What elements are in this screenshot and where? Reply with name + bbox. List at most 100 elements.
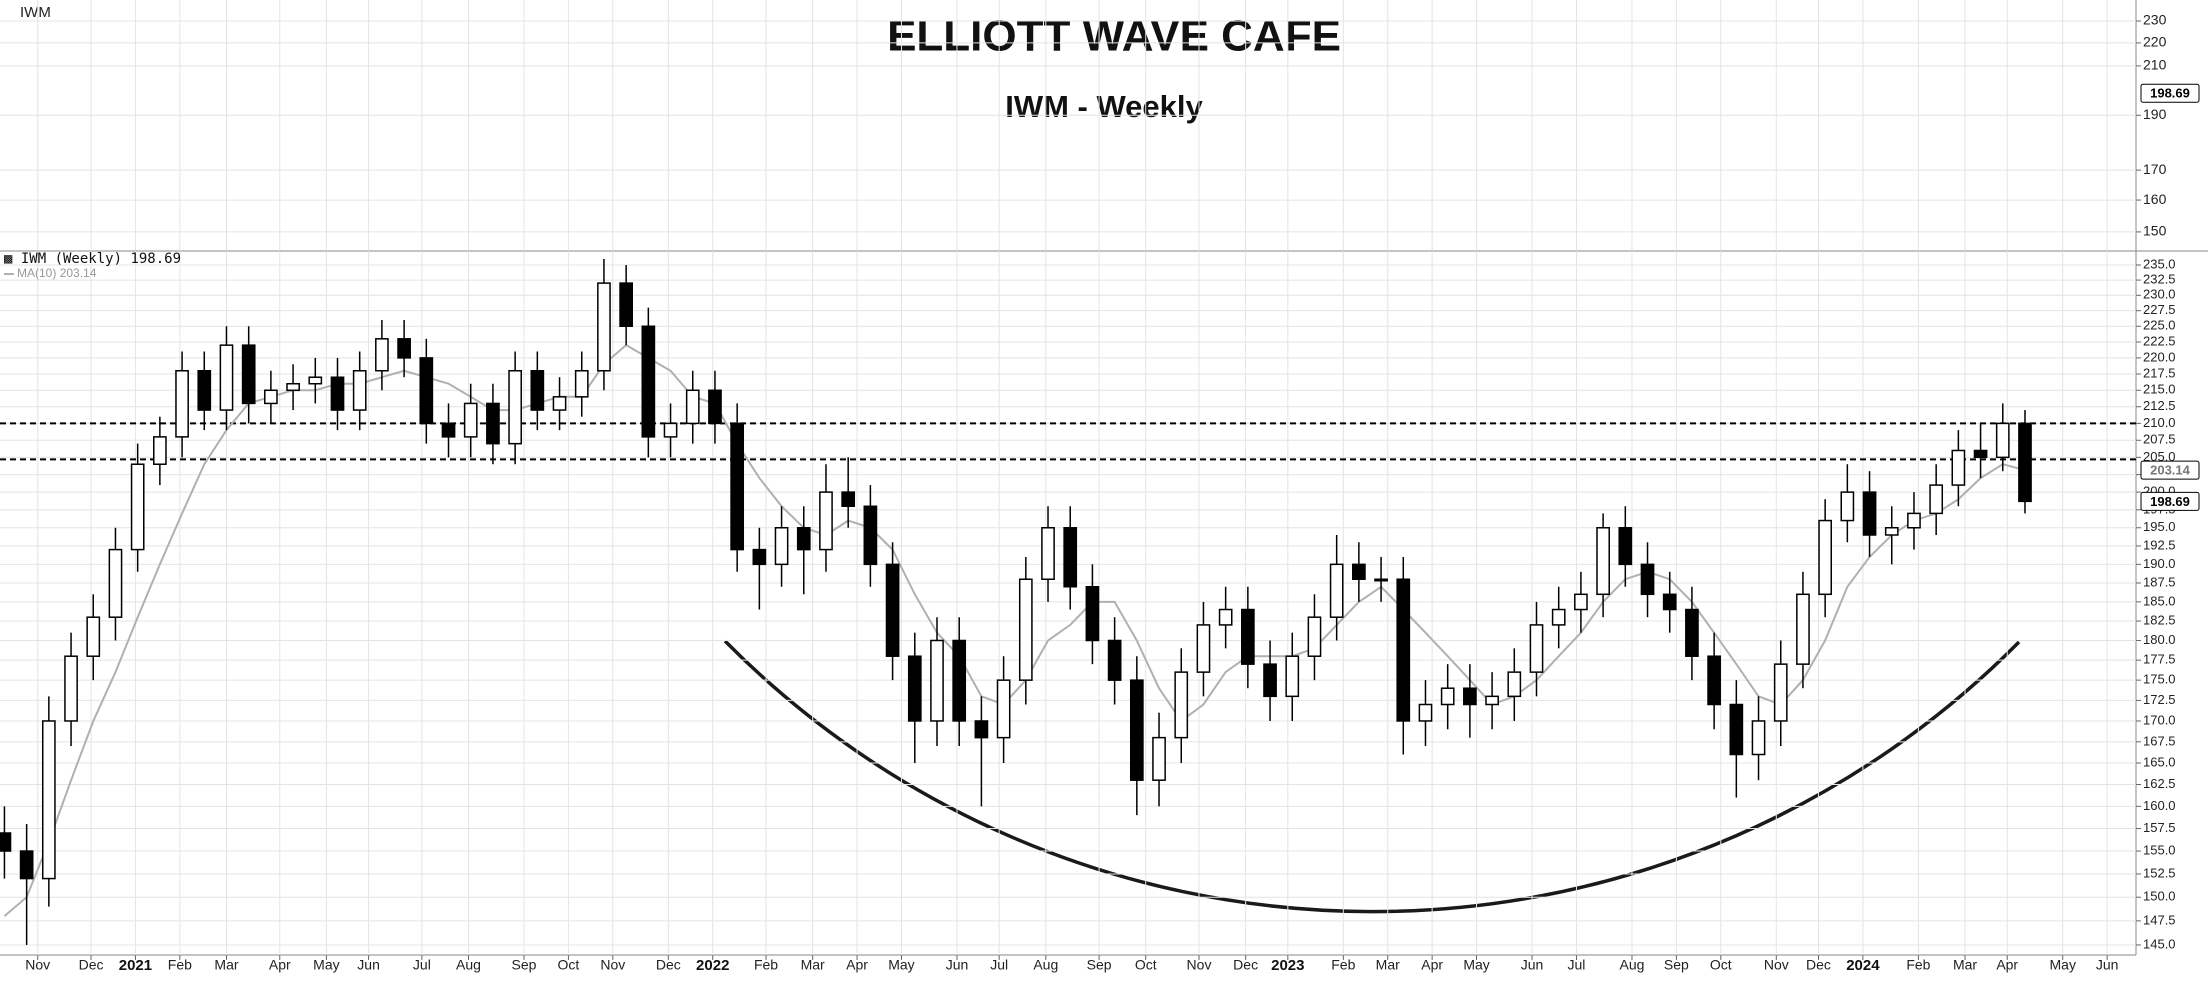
candle-body [175,370,189,438]
x-tick-label: Mar [801,957,825,973]
y-tick-label: 222.5 [2143,333,2176,348]
candle-body [1640,563,1655,596]
candle-body [486,402,500,445]
y-tick-label: 185.0 [2143,593,2176,608]
x-tick-label: Sep [512,957,537,973]
candle-body [930,639,944,722]
candle-body [308,376,323,385]
candle-body [863,505,878,566]
x-tick-label: Mar [214,957,238,973]
y-tick-label: 145.0 [2143,936,2176,951]
y-tick-label: 232.5 [2143,272,2176,287]
candle-body [19,850,34,880]
ma-value-label: 203.14 [2150,463,2191,478]
y-tick-label: 180.0 [2143,632,2176,647]
candle-body [1529,624,1544,673]
candle-body [574,370,589,398]
candle-body [1729,703,1744,756]
candle-body [1884,527,1899,536]
y-tick-label: 210.0 [2143,415,2176,430]
y-tick-label: 220 [2143,34,2167,50]
candle-body [1662,593,1677,611]
candle-body [330,376,345,411]
x-tick-label: Jun [357,957,380,973]
candle-body [619,282,634,327]
x-tick-label: Apr [269,957,291,973]
x-tick-label: Jul [1568,957,1586,973]
candle-body [1307,616,1322,657]
y-tick-label: 177.5 [2143,652,2176,667]
y-tick-label: 150 [2143,223,2167,239]
candle-body [397,338,411,359]
candle-body [1818,519,1833,596]
x-tick-label: Jun [1521,957,1544,973]
x-tick-label: Jun [946,957,969,973]
candle-body [1929,484,1944,515]
candle-body [64,655,78,722]
last-price-label-box [2140,83,2200,103]
candle-body [1263,663,1277,698]
candle-body [1751,720,1766,756]
candle-body [1995,422,2010,459]
x-tick-label: May [313,957,339,973]
x-tick-label: Feb [1331,957,1355,973]
candle-body [375,338,389,372]
x-tick-label: 2022 [696,957,729,974]
candle-body [1685,608,1699,657]
y-tick-label: 195.0 [2143,519,2176,534]
candle-body [86,616,101,657]
candle-body [219,344,234,411]
chart-subtitle: IWM - Weekly [1005,89,1203,124]
candle-body [1329,563,1344,618]
y-tick-label: 215.0 [2143,382,2176,397]
candle-body [1485,695,1499,706]
candle-body [663,422,678,438]
x-tick-label: Oct [1710,957,1732,973]
candle-body [1507,671,1522,698]
y-tick-label: 190.0 [2143,556,2176,571]
x-tick-label: Nov [25,957,50,973]
candle-body [885,563,900,657]
last-price-label: 198.69 [2150,86,2190,101]
y-tick-label: 187.5 [2143,574,2176,589]
y-tick-label: 207.5 [2143,432,2176,447]
candle-body [752,548,767,566]
candle-body [1418,703,1433,722]
x-tick-label: Oct [1135,957,1157,973]
y-tick-label: 235.0 [2143,256,2176,271]
candle-body [1107,639,1122,681]
candle-body [530,370,545,411]
y-tick-label: 192.5 [2143,537,2176,552]
candle-body [641,325,656,438]
candle-body [1063,527,1078,588]
legend-value: 198.69 [130,251,181,267]
y-tick-label: 150.0 [2143,889,2176,904]
y-tick-label: 212.5 [2143,398,2176,413]
candle-body [952,639,967,722]
x-tick-label: Nov [1187,957,1212,973]
y-tick-label: 147.5 [2143,912,2176,927]
x-tick-label: Apr [846,957,868,973]
candle-body [1707,655,1721,706]
x-tick-label: Aug [1033,957,1058,973]
x-tick-label: Feb [168,957,192,973]
legend-icon: ▩ [4,251,21,267]
y-tick-label: 157.5 [2143,820,2176,835]
y-tick-label: 167.5 [2143,733,2176,748]
candle-body [774,527,789,566]
x-tick-label: Jul [990,957,1008,973]
candle-body [730,422,745,551]
candle-body [1196,624,1211,673]
candle-body [1085,586,1100,642]
candle-body [1596,527,1610,596]
x-tick-label: Apr [1421,957,1443,973]
legend-label: IWM (Weekly) [21,251,122,267]
candle-body [1285,655,1300,698]
candle-body [352,370,367,411]
candle-body [1862,491,1877,536]
candle-body [1352,563,1366,580]
candle-body [996,679,1011,739]
candle-body [1018,578,1033,681]
candle-body [1440,687,1455,706]
x-tick-label: Jul [413,957,431,973]
